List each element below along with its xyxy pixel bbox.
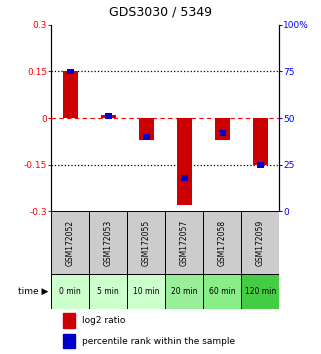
Bar	[181, 175, 188, 181]
Text: 120 min: 120 min	[245, 287, 276, 296]
Bar	[241, 211, 279, 274]
Bar	[127, 274, 165, 309]
Text: 60 min: 60 min	[209, 287, 236, 296]
Text: 10 min: 10 min	[133, 287, 160, 296]
Text: percentile rank within the sample: percentile rank within the sample	[82, 337, 235, 346]
Bar	[203, 211, 241, 274]
Text: GDS3030 / 5349: GDS3030 / 5349	[109, 6, 212, 19]
Bar	[257, 162, 264, 167]
Bar	[241, 274, 279, 309]
Text: GSM172057: GSM172057	[180, 219, 189, 266]
Text: GSM172055: GSM172055	[142, 219, 151, 266]
Text: GSM172052: GSM172052	[66, 219, 75, 266]
Bar	[165, 274, 203, 309]
Bar	[67, 69, 74, 74]
Bar	[219, 130, 226, 136]
Bar	[89, 274, 127, 309]
Text: GSM172059: GSM172059	[256, 219, 265, 266]
Bar	[105, 114, 112, 119]
Text: GSM172053: GSM172053	[104, 219, 113, 266]
Bar	[51, 274, 89, 309]
Bar	[63, 72, 78, 118]
Bar	[253, 118, 268, 165]
Text: time ▶: time ▶	[18, 287, 48, 296]
Bar	[139, 118, 154, 140]
Bar	[89, 211, 127, 274]
Text: 5 min: 5 min	[98, 287, 119, 296]
Text: GSM172058: GSM172058	[218, 219, 227, 266]
Text: 0 min: 0 min	[59, 287, 81, 296]
Bar	[51, 211, 89, 274]
Bar	[215, 118, 230, 140]
Text: 20 min: 20 min	[171, 287, 197, 296]
Bar	[203, 274, 241, 309]
Bar	[63, 313, 75, 328]
Bar	[127, 211, 165, 274]
Bar	[63, 334, 75, 348]
Bar	[143, 134, 150, 139]
Text: log2 ratio: log2 ratio	[82, 316, 126, 325]
Bar	[165, 211, 203, 274]
Bar	[177, 118, 192, 205]
Bar	[101, 115, 116, 118]
